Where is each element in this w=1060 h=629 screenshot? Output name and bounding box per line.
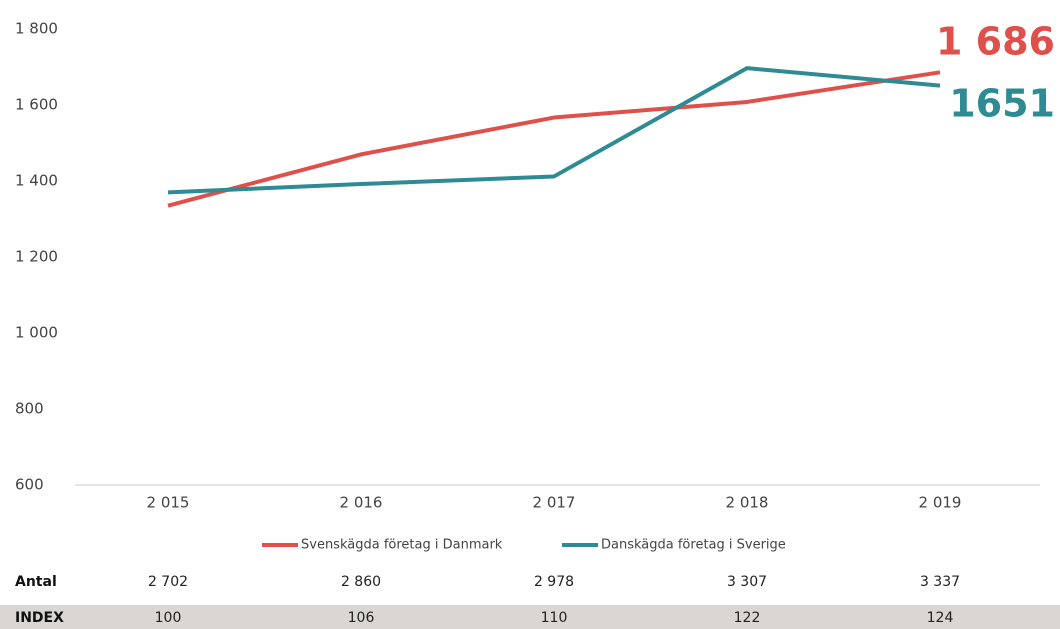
end-value-label: 1651 — [949, 82, 1055, 126]
table-cell: 124 — [927, 610, 954, 626]
series-line — [167, 66, 941, 195]
y-tick-label: 1 800 — [15, 20, 58, 38]
y-tick-label: 1 600 — [15, 96, 58, 114]
x-tick-label: 2 019 — [919, 494, 962, 512]
series-line — [167, 70, 941, 208]
x-tick-label: 2 017 — [533, 494, 576, 512]
x-tick-label: 2 018 — [726, 494, 769, 512]
table-cell: 2 860 — [341, 574, 381, 590]
table-cell: 2 978 — [534, 574, 574, 590]
table-cell: 3 337 — [920, 574, 960, 590]
table-cell: 3 307 — [727, 574, 767, 590]
y-tick-label: 800 — [15, 400, 44, 418]
x-tick-label: 2 016 — [340, 494, 383, 512]
y-tick-label: 600 — [15, 476, 44, 494]
table-cell: 122 — [734, 610, 761, 626]
end-value-label: 1 686 — [936, 20, 1055, 64]
index-row-background — [0, 605, 1060, 629]
table-cell: 110 — [541, 610, 568, 626]
y-tick-label: 1 000 — [15, 324, 58, 342]
table-cell: 100 — [155, 610, 182, 626]
y-tick-label: 1 200 — [15, 248, 58, 266]
row-header: Antal — [15, 574, 57, 590]
table-cell: 2 702 — [148, 574, 188, 590]
x-tick-label: 2 015 — [147, 494, 190, 512]
legend-label: Svenskägda företag i Danmark — [301, 538, 503, 553]
table-cell: 106 — [348, 610, 375, 626]
row-header: INDEX — [15, 610, 64, 626]
legend-label: Danskägda företag i Sverige — [601, 538, 786, 553]
y-tick-label: 1 400 — [15, 172, 58, 190]
